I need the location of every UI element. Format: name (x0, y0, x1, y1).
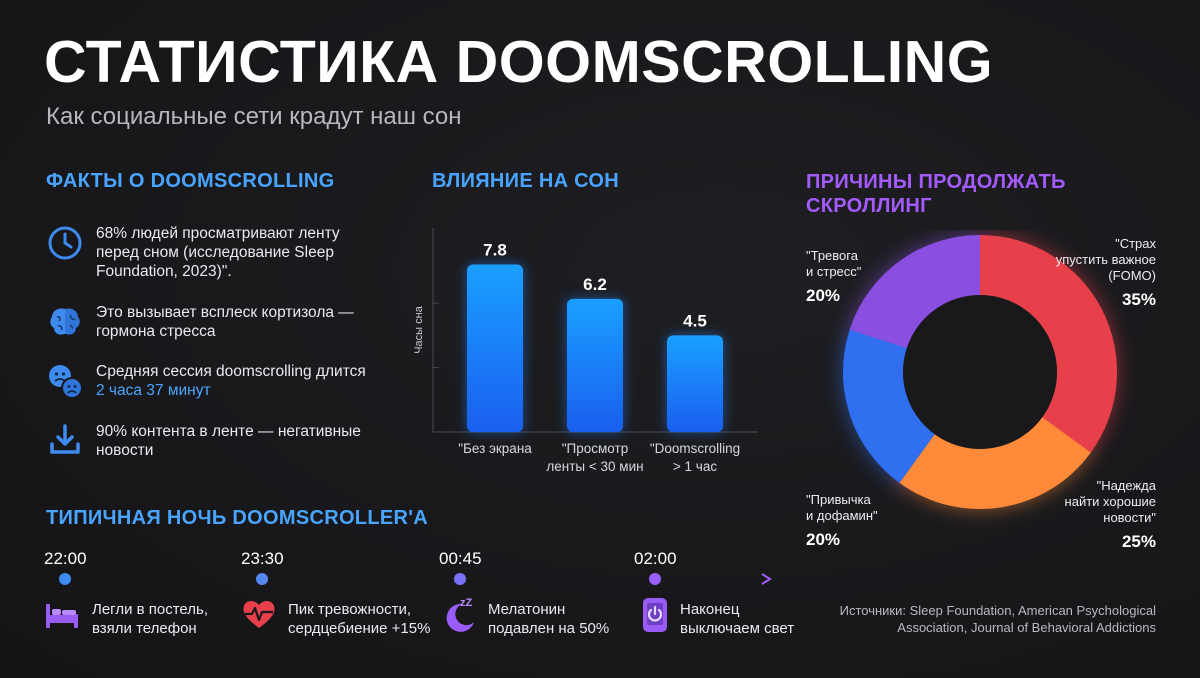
donut-label-line: и дофамин" (806, 508, 878, 523)
timeline-desc-line: выключаем свет (680, 620, 795, 637)
reasons-donut-chart: "Страх упустить важное (FOMO) 35% "Надежда на… (800, 230, 1190, 560)
timeline-desc: Пик тревожности, сердцебиение +15% (288, 600, 430, 638)
timeline-time: 22:00 (44, 549, 87, 568)
timeline-desc: Мелатонин подавлен на 50% (488, 600, 609, 638)
donut-slice (980, 235, 1117, 453)
timeline-desc-line: Легли в постель, (92, 601, 209, 618)
fact-item: 90% контента в ленте — негативные новост… (46, 422, 376, 460)
timeline-dot (649, 573, 661, 585)
donut-label-line: "Тревога (806, 248, 858, 263)
timeline-desc: Наконец выключаем свет (680, 600, 794, 638)
fact-text: Средняя сессия doomscrolling длится 2 ча… (96, 362, 376, 400)
moon-icon: zZ (446, 597, 474, 632)
donut-slice (899, 417, 1091, 509)
donut-label-line: найти хорошие (1064, 494, 1156, 509)
arrow-down-icon (50, 424, 80, 454)
fact-item: Это вызывает всплеск кортизола — гормона… (46, 303, 376, 341)
sources-note: Источники: Sleep Foundation, American Ps… (839, 603, 1156, 635)
timeline-dot (59, 573, 71, 585)
bar-value-label: 7.8 (483, 241, 507, 260)
reasons-heading-line1: ПРИЧИНЫ ПРОДОЛЖАТЬ (806, 171, 1066, 193)
donut-label-line: "Привычка (806, 492, 871, 507)
donut-percent-label: 25% (1121, 532, 1156, 551)
timeline-time: 02:00 (634, 549, 677, 568)
sleep-heading: ВЛИЯНИЕ НА СОН (432, 170, 620, 192)
timeline-time: 23:30 (241, 549, 284, 568)
page-subtitle: Как социальные сети крадут наш сон (46, 103, 462, 130)
donut-slice (849, 235, 980, 349)
donut-label-line: новости" (1103, 510, 1156, 525)
fact-item: Средняя сессия doomscrolling длится 2 ча… (46, 362, 376, 400)
timeline-desc-line: Наконец (680, 601, 740, 618)
timeline-heading: ТИПИЧНАЯ НОЧЬ DOOMSCROLLER'A (46, 507, 429, 529)
brain-icon (50, 308, 80, 335)
donut-label-line: (FOMO) (1108, 268, 1156, 283)
timeline-time: 00:45 (439, 549, 482, 568)
bar (667, 335, 723, 432)
category-label: > 1 час (673, 459, 717, 474)
category-label: "Просмотр (562, 441, 628, 456)
donut-slice-label: "Тревога и стресс" 20% (806, 248, 861, 306)
donut-slice-label: "Надежда найти хорошие новости" 25% (1065, 478, 1156, 552)
sad-faces-icon (49, 365, 83, 399)
timeline-desc: Легли в постель, взяли телефон (92, 600, 208, 638)
timeline-desc-line: Пик тревожности, (288, 601, 411, 618)
donut-slice-label: "Страх упустить важное (FOMO) 35% (1056, 236, 1156, 310)
fact-item: 68% людей просматривают ленту перед сном… (46, 224, 376, 281)
donut-label-line: упустить важное (1055, 252, 1156, 267)
fact-text-main: Средняя сессия doomscrolling длится (96, 363, 366, 380)
heartbeat-icon (243, 600, 275, 628)
fact-text: 68% людей просматривают ленту перед сном… (96, 225, 340, 280)
timeline-dot (454, 573, 466, 585)
sleep-bar-chart: Часы сна 7.8 "Без экрана 6.2 "Просмотр ленты … (413, 228, 758, 474)
bar (567, 298, 623, 432)
bar (467, 264, 523, 432)
donut-svg (843, 235, 1117, 509)
phone-off-icon (643, 598, 667, 632)
fact-text: Это вызывает всплеск кортизола — гормона… (96, 304, 354, 340)
category-label: ленты < 30 мин (546, 459, 643, 474)
fact-text: 90% контента в ленте — негативные новост… (96, 423, 361, 459)
timeline-desc-line: сердцебиение +15% (288, 620, 431, 637)
bar-value-label: 4.5 (683, 311, 707, 330)
donut-percent-label: 35% (1121, 290, 1156, 309)
timeline-dot (256, 573, 268, 585)
timeline-desc-line: Мелатонин (488, 601, 566, 618)
y-axis-label: Часы сна (413, 305, 425, 353)
category-label: "Без экрана (458, 441, 532, 456)
clock-icon (48, 226, 82, 260)
bar-value-label: 6.2 (583, 275, 607, 294)
facts-heading: ФАКТЫ О DOOMSCROLLING (46, 170, 335, 192)
timeline-desc-line: взяли телефон (92, 620, 197, 637)
category-label: "Doomscrolling (650, 441, 740, 456)
bed-icon (46, 604, 78, 628)
donut-percent-label: 20% (806, 286, 841, 305)
timeline-axis (40, 573, 772, 585)
donut-percent-label: 20% (806, 530, 841, 549)
donut-label-line: и стресс" (806, 264, 862, 279)
donut-hole (903, 295, 1057, 449)
svg-text:zZ: zZ (460, 597, 473, 609)
reasons-heading-line2: СКРОЛЛИНГ (806, 195, 932, 217)
donut-label-line: "Страх (1115, 236, 1156, 251)
page-title: СТАТИСТИКА DOOMSCROLLING (44, 29, 994, 95)
donut-label-line: "Надежда (1096, 478, 1156, 493)
donut-slice (843, 329, 935, 483)
fact-highlight: 2 часа 37 минут (96, 382, 211, 399)
donut-slice-label: "Привычка и дофамин" 20% (806, 492, 878, 550)
timeline-desc-line: подавлен на 50% (488, 620, 610, 637)
reasons-heading: ПРИЧИНЫ ПРОДОЛЖАТЬ СКРОЛЛИНГ (806, 170, 1066, 218)
